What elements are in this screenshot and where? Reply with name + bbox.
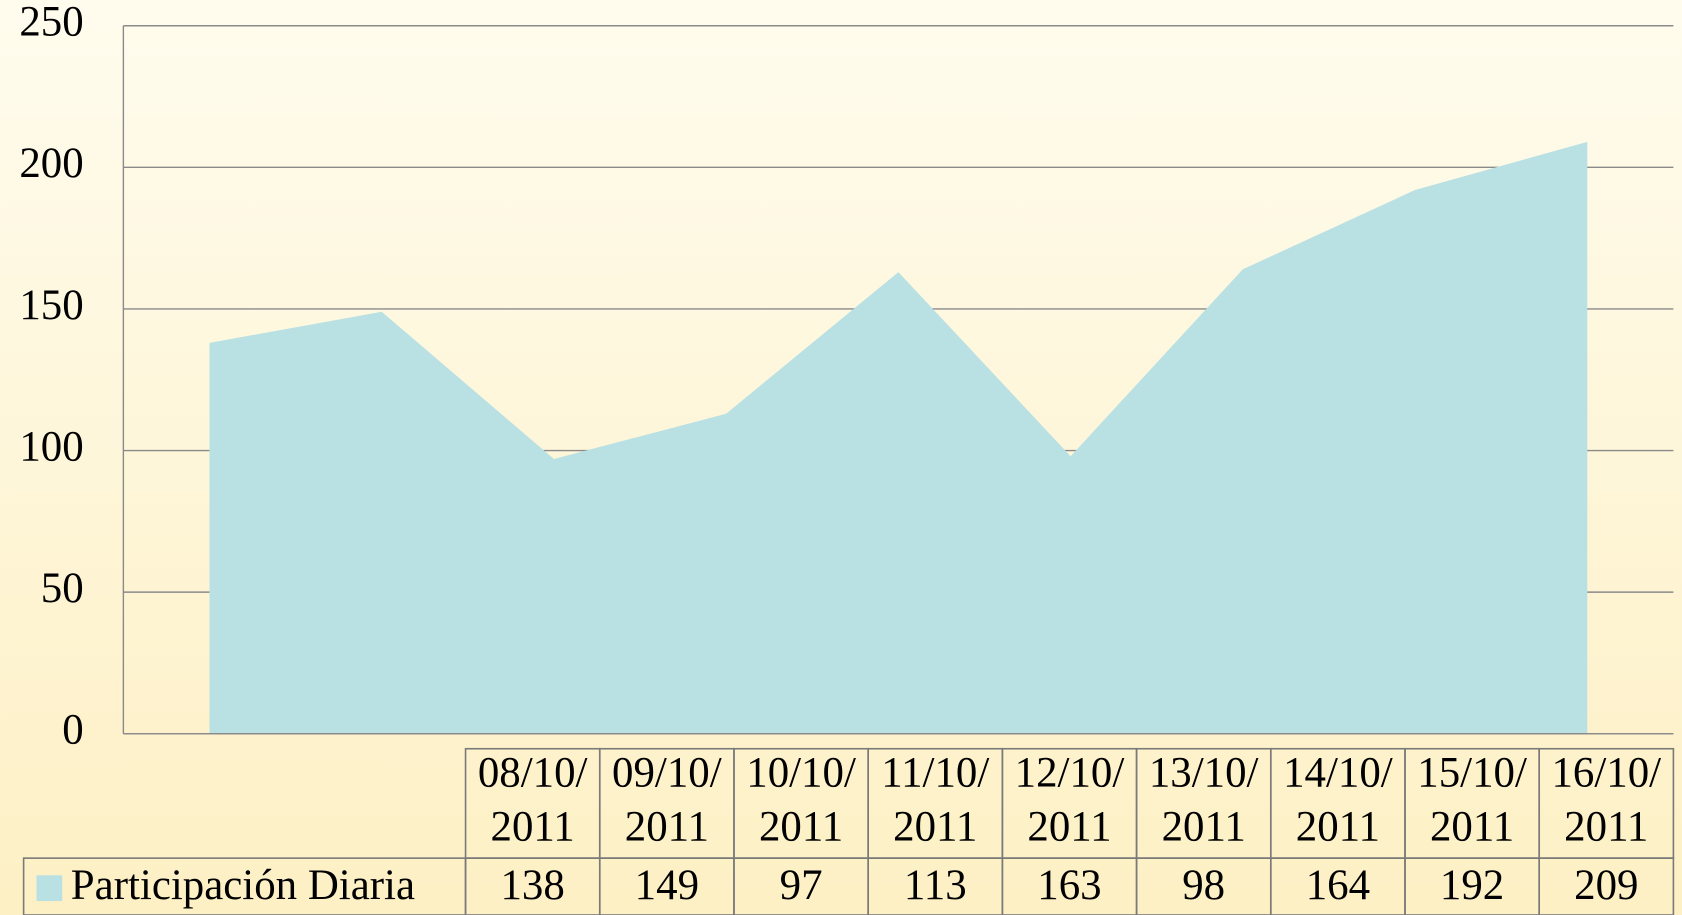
x-tick-label: 15/10/2011 [1417, 749, 1527, 850]
table-value: 113 [904, 862, 967, 909]
x-tick-label: 16/10/2011 [1551, 749, 1661, 850]
legend-label: Participación Diaria [71, 862, 415, 909]
x-tick-label: 13/10/2011 [1149, 749, 1259, 850]
table-value: 192 [1440, 862, 1504, 909]
table-cell [1538, 857, 1675, 915]
y-tick-label: 100 [19, 423, 83, 470]
x-tick-label: 14/10/2011 [1283, 749, 1393, 850]
table-value: 209 [1574, 862, 1638, 909]
x-tick-label: 08/10/2011 [478, 749, 588, 850]
y-tick-label: 200 [19, 140, 83, 187]
legend-swatch [36, 875, 63, 902]
x-tick-label: 11/10/2011 [881, 749, 989, 850]
table-value: 163 [1037, 862, 1101, 909]
y-tick-label: 50 [41, 565, 84, 612]
area [209, 141, 1588, 734]
table-value: 97 [780, 862, 823, 909]
y-tick-label: 250 [19, 0, 83, 46]
x-tick-label: 10/10/2011 [746, 749, 856, 850]
x-tick-label: 12/10/2011 [1015, 749, 1125, 850]
table-value: 164 [1306, 862, 1370, 909]
x-tick-label: 09/10/2011 [612, 749, 722, 850]
table-value: 149 [635, 862, 699, 909]
table-value: 98 [1182, 862, 1225, 909]
y-tick-label: 0 [62, 707, 83, 754]
y-tick-label: 150 [19, 282, 83, 329]
table-value: 138 [500, 862, 564, 909]
